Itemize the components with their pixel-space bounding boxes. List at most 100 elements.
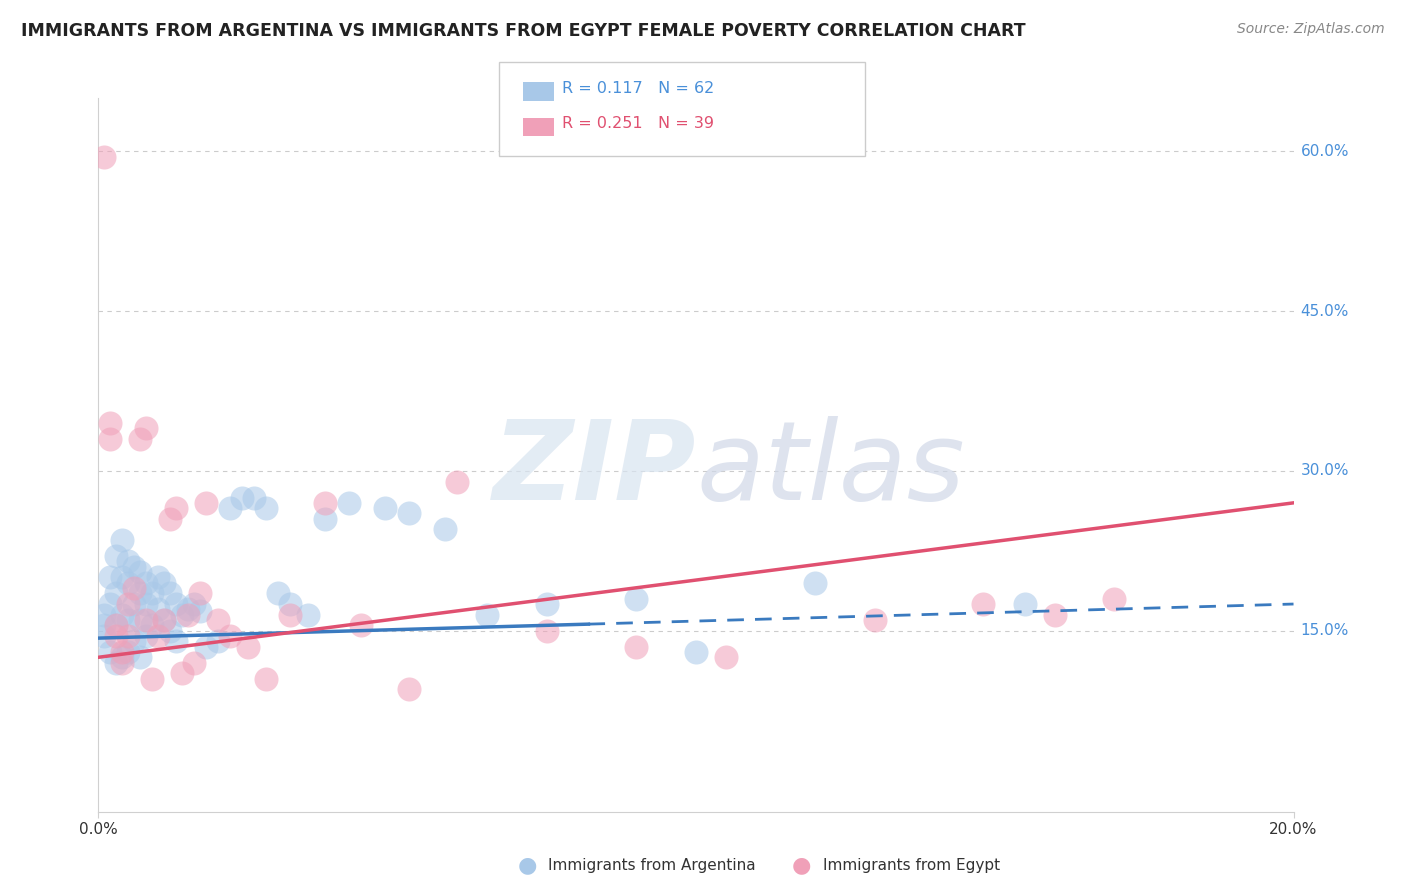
Point xyxy=(1014,597,1036,611)
Point xyxy=(93,629,115,643)
Point xyxy=(117,597,139,611)
Point xyxy=(111,570,134,584)
Point xyxy=(98,416,122,430)
Point xyxy=(105,618,128,632)
Point xyxy=(339,496,360,510)
Text: R = 0.251   N = 39: R = 0.251 N = 39 xyxy=(562,117,714,131)
Point xyxy=(135,421,157,435)
Point xyxy=(148,602,170,616)
Point xyxy=(117,629,139,643)
Point xyxy=(219,501,242,516)
Point xyxy=(188,605,211,619)
Point xyxy=(536,597,558,611)
Point xyxy=(315,496,337,510)
Point xyxy=(194,496,218,510)
Text: 60.0%: 60.0% xyxy=(1301,144,1348,159)
Text: 30.0%: 30.0% xyxy=(1301,464,1348,478)
Point xyxy=(111,533,134,548)
Text: ZIP: ZIP xyxy=(492,416,696,523)
Point xyxy=(159,624,181,638)
Point xyxy=(398,682,420,697)
Point xyxy=(117,554,139,568)
Point xyxy=(972,597,994,611)
Point xyxy=(141,586,163,600)
Point xyxy=(207,634,229,648)
Point xyxy=(141,672,163,686)
Point xyxy=(398,507,420,521)
Point xyxy=(111,650,134,665)
Point xyxy=(183,597,205,611)
Point xyxy=(98,597,122,611)
Point xyxy=(111,656,134,670)
Point xyxy=(475,607,498,622)
Text: Source: ZipAtlas.com: Source: ZipAtlas.com xyxy=(1237,22,1385,37)
Point xyxy=(446,475,468,489)
Point xyxy=(129,432,152,446)
Text: Immigrants from Argentina: Immigrants from Argentina xyxy=(548,858,756,872)
Point xyxy=(172,607,194,622)
Point xyxy=(135,575,157,590)
Point xyxy=(124,597,146,611)
Point xyxy=(159,512,181,526)
Point xyxy=(194,640,218,654)
Point xyxy=(804,575,827,590)
Point xyxy=(129,586,152,600)
Point xyxy=(865,613,887,627)
Point xyxy=(117,645,139,659)
Point xyxy=(434,523,457,537)
Point xyxy=(141,618,163,632)
Point xyxy=(350,618,373,632)
Point xyxy=(124,559,146,574)
Point xyxy=(254,501,277,516)
Text: R = 0.117   N = 62: R = 0.117 N = 62 xyxy=(562,81,714,95)
Point xyxy=(374,501,396,516)
Point xyxy=(93,150,115,164)
Point xyxy=(624,591,647,606)
Point xyxy=(254,672,277,686)
Text: ●: ● xyxy=(517,855,537,875)
Point xyxy=(124,634,146,648)
Point xyxy=(153,613,176,627)
Point xyxy=(207,613,229,627)
Point xyxy=(98,645,122,659)
Point xyxy=(93,618,115,632)
Point xyxy=(98,432,122,446)
Point xyxy=(172,666,194,681)
Point xyxy=(124,581,146,595)
Point xyxy=(117,575,139,590)
Text: ●: ● xyxy=(792,855,811,875)
Point xyxy=(98,570,122,584)
Point xyxy=(148,629,170,643)
Point xyxy=(105,629,128,643)
Point xyxy=(105,618,128,632)
Point xyxy=(219,629,242,643)
Point xyxy=(135,629,157,643)
Point xyxy=(236,640,259,654)
Point xyxy=(536,624,558,638)
Point xyxy=(153,575,176,590)
Point xyxy=(231,491,253,505)
Point xyxy=(278,607,301,622)
Point xyxy=(111,645,134,659)
Point xyxy=(105,656,128,670)
Point xyxy=(243,491,266,505)
Point xyxy=(267,586,290,600)
Point xyxy=(624,640,647,654)
Point xyxy=(714,650,737,665)
Point xyxy=(183,656,205,670)
Point xyxy=(105,549,128,563)
Point xyxy=(159,586,181,600)
Point xyxy=(1104,591,1126,606)
Point xyxy=(135,597,157,611)
Point xyxy=(315,512,337,526)
Point xyxy=(93,607,115,622)
Point xyxy=(129,565,152,579)
Point xyxy=(177,607,200,622)
Point xyxy=(135,613,157,627)
Text: IMMIGRANTS FROM ARGENTINA VS IMMIGRANTS FROM EGYPT FEMALE POVERTY CORRELATION CH: IMMIGRANTS FROM ARGENTINA VS IMMIGRANTS … xyxy=(21,22,1026,40)
Text: 45.0%: 45.0% xyxy=(1301,303,1348,318)
Point xyxy=(148,570,170,584)
Point xyxy=(297,607,319,622)
Point xyxy=(1043,607,1066,622)
Point xyxy=(129,650,152,665)
